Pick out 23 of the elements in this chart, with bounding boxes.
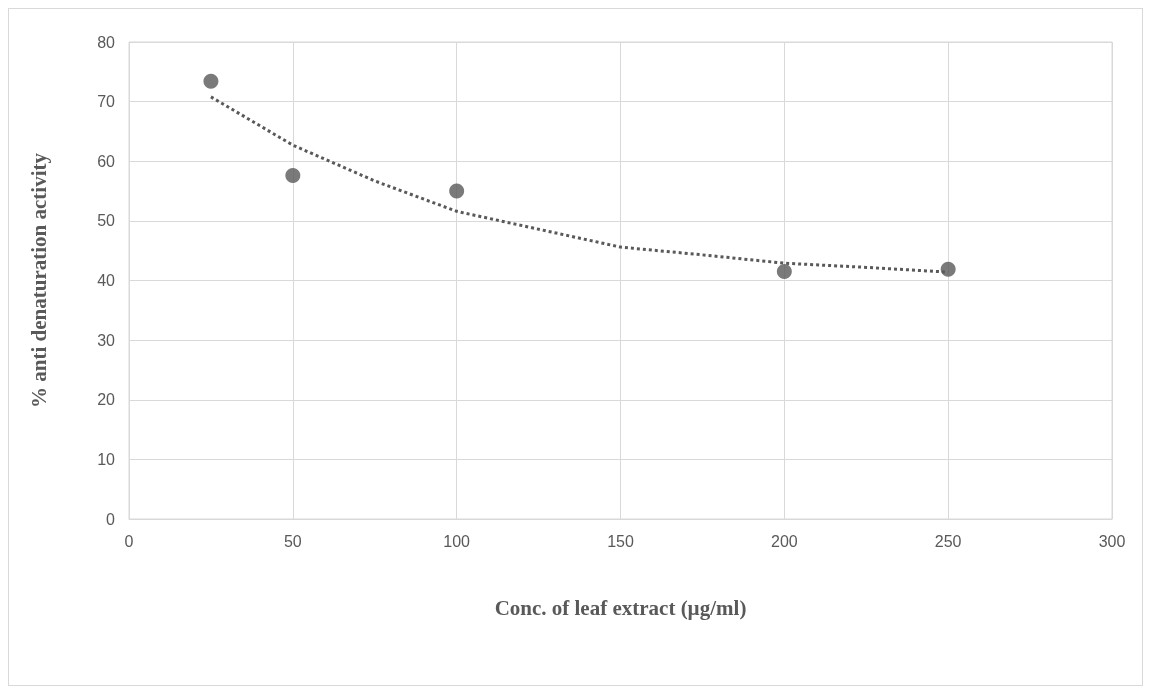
y-tick-label: 30 [97,331,116,349]
x-axis-title: Conc. of leaf extract (µg/ml) [494,595,747,620]
y-tick-label: 0 [106,510,116,528]
x-tick-label: 100 [443,532,471,550]
point [449,183,465,199]
x-tick-label: 150 [607,532,634,550]
point [776,264,792,280]
y-tick-label: 60 [97,152,116,170]
x-tick-label: 300 [1098,532,1126,550]
y-tick-label: 70 [97,93,116,111]
x-tick-label: 50 [283,532,302,550]
point [285,168,301,184]
y-tick-label: 20 [97,391,116,409]
x-tick-label: 250 [934,532,962,550]
y-tick-label: 80 [97,33,116,51]
y-tick-label: 40 [97,272,116,289]
x-tick-label: 200 [770,532,798,550]
point [203,73,219,89]
x-tick-label: 0 [124,532,134,550]
y-tick-label: 50 [97,212,116,230]
point [940,261,956,277]
y-axis-title: % anti denaturation activity [26,152,51,408]
y-tick-label: 10 [97,450,116,468]
